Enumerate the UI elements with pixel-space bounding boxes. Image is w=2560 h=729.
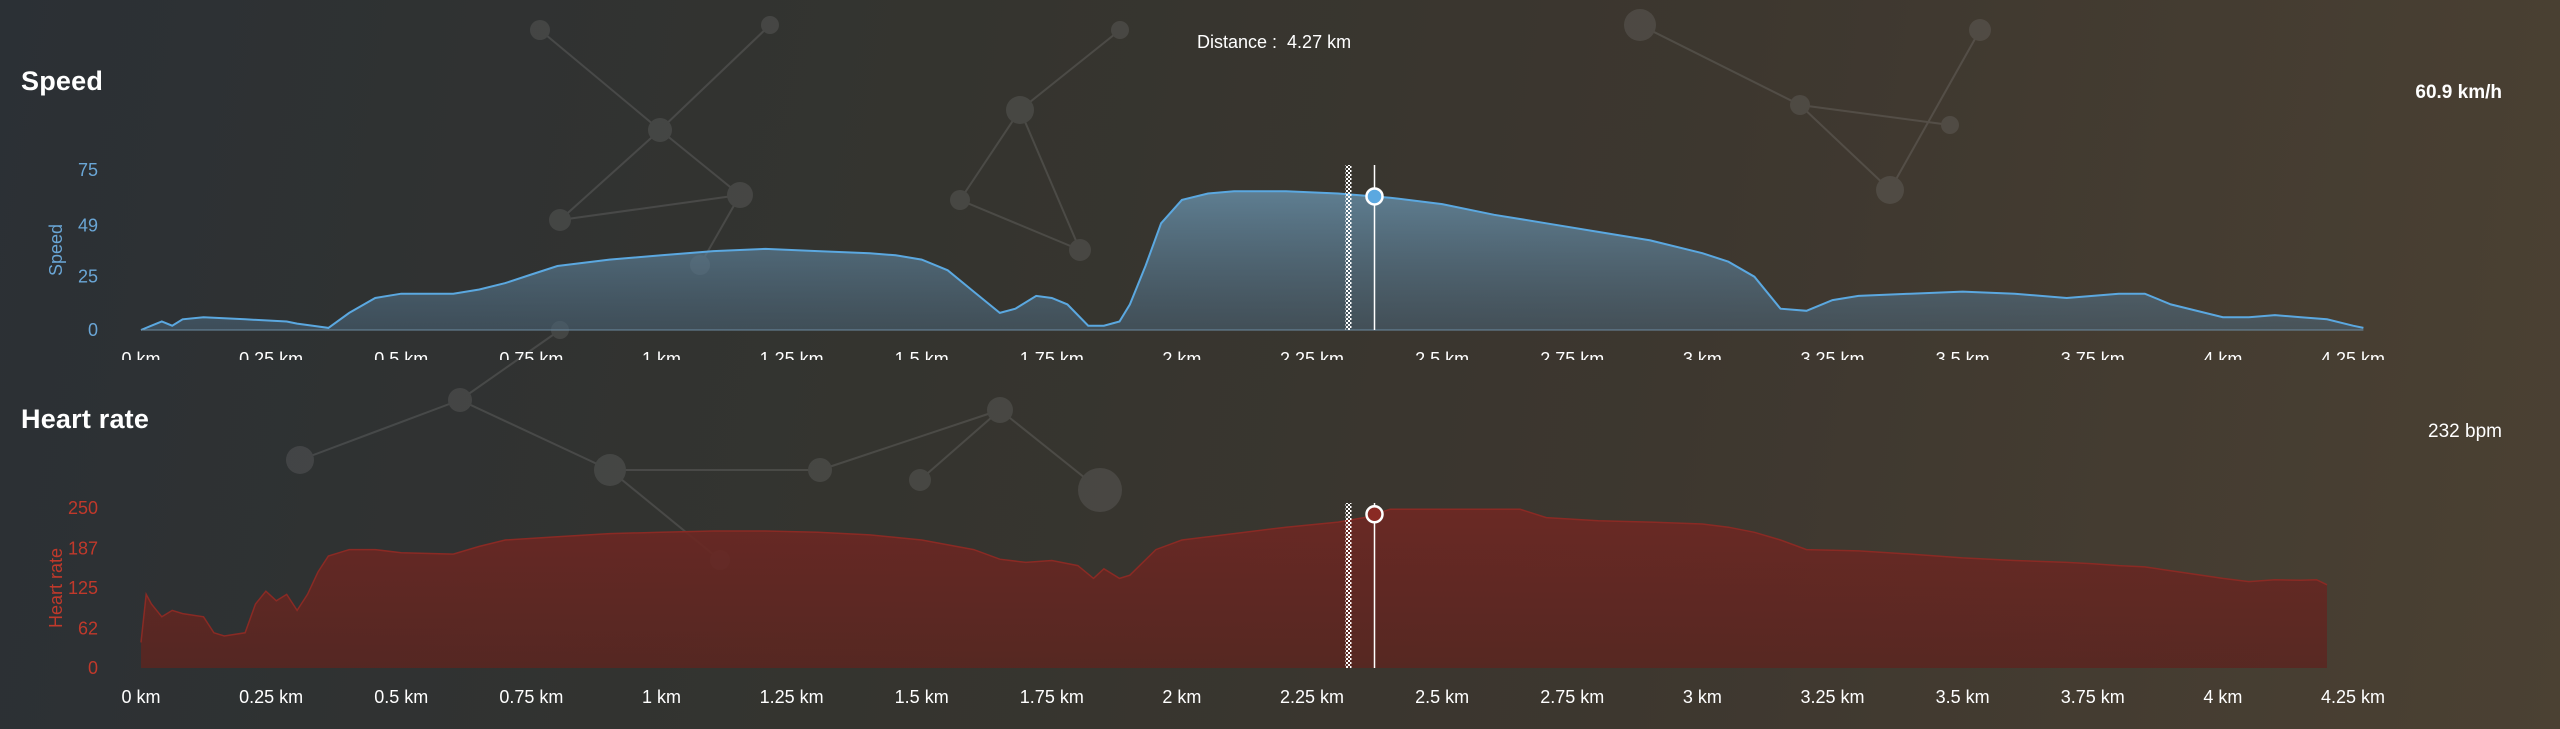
hr-y-tick-label: 125 [68,578,98,598]
speed-x-tick-label: 4 km [2203,349,2242,360]
speed-x-tick-label: 3 km [1683,349,1722,360]
speed-series-line [140,190,2364,331]
speed-x-tick-label: 2.5 km [1415,349,1469,360]
speed-x-tick-label: 4.25 km [2321,349,2385,360]
hr-x-tick-label: 1.5 km [895,687,949,707]
distance-value: 4.27 km [1287,32,1352,52]
speed-x-tick-label: 3.5 km [1936,349,1990,360]
distance-readout: Distance : 4.27 km [1197,32,1361,53]
heart-rate-chart[interactable]: 0 62 125 187 250 0 km 0.25 km 0.5 km 0.75 km 1 k… [0,360,2560,729]
hr-x-tick-label: 0 km [121,687,160,707]
hr-x-tick-label: 3.75 km [2061,687,2125,707]
speed-area [141,191,2364,330]
speed-y-tick-label: 25 [78,267,98,287]
hr-x-tick-label: 0.25 km [239,687,303,707]
heart-rate-y-axis-label: Heart rate [46,548,66,628]
hr-x-tick-label: 4.25 km [2321,687,2385,707]
hr-x-tick-label: 3.5 km [1936,687,1990,707]
hr-x-tick-label: 2.25 km [1280,687,1344,707]
hr-y-tick-label: 187 [68,538,98,558]
speed-x-tick-label: 2.25 km [1280,349,1344,360]
speed-y-axis-label: Speed [46,224,66,276]
hr-x-tick-label: 3 km [1683,687,1722,707]
heart-rate-area [141,509,2327,668]
hr-x-tick-label: 2 km [1162,687,1201,707]
speed-x-tick-label: 2.75 km [1540,349,1604,360]
speed-x-tick-label: 1.25 km [760,349,824,360]
speed-x-tick-label: 0 km [121,349,160,360]
speed-current-value: 60.9 km/h [2415,82,2502,103]
heart-rate-title: Heart rate [21,404,150,434]
hr-x-tick-label: 0.75 km [499,687,563,707]
speed-x-tick-label: 0.75 km [499,349,563,360]
speed-x-tick-label: 1 km [642,349,681,360]
hr-y-tick-label: 250 [68,498,98,518]
speed-title: Speed [21,66,104,96]
speed-x-tick-label: 2 km [1162,349,1201,360]
speed-y-tick-label: 49 [78,215,98,235]
heart-rate-series-line [140,508,2328,643]
hr-y-tick-label: 0 [88,658,98,678]
speed-chart[interactable]: 0 25 49 75 0 km 0.25 km 0.5 km 0.75 km 1 km 1.25… [0,0,2560,360]
heart-rate-cursor-marker[interactable] [1345,503,1352,668]
speed-x-tick-label: 1.5 km [895,349,949,360]
hr-x-tick-label: 2.75 km [1540,687,1604,707]
heart-rate-current-value: 232 bpm [2428,421,2502,442]
speed-x-tick-label: 3.25 km [1800,349,1864,360]
distance-label: Distance : [1197,32,1278,52]
hr-x-tick-label: 2.5 km [1415,687,1469,707]
hr-x-tick-label: 1.25 km [760,687,824,707]
speed-y-tick-label: 75 [78,160,98,180]
hr-x-tick-label: 0.5 km [374,687,428,707]
speed-x-tick-label: 0.25 km [239,349,303,360]
speed-x-tick-label: 3.75 km [2061,349,2125,360]
heart-rate-cursor-dot[interactable] [1365,505,1384,524]
hr-x-tick-label: 3.25 km [1800,687,1864,707]
speed-cursor-dot[interactable] [1365,187,1384,206]
speed-y-tick-label: 0 [88,320,98,340]
hr-x-tick-label: 4 km [2203,687,2242,707]
speed-cursor-marker[interactable] [1345,165,1352,330]
speed-x-tick-label: 1.75 km [1020,349,1084,360]
hr-x-tick-label: 1.75 km [1020,687,1084,707]
speed-x-tick-label: 0.5 km [374,349,428,360]
hr-y-tick-label: 62 [78,618,98,638]
hr-x-tick-label: 1 km [642,687,681,707]
